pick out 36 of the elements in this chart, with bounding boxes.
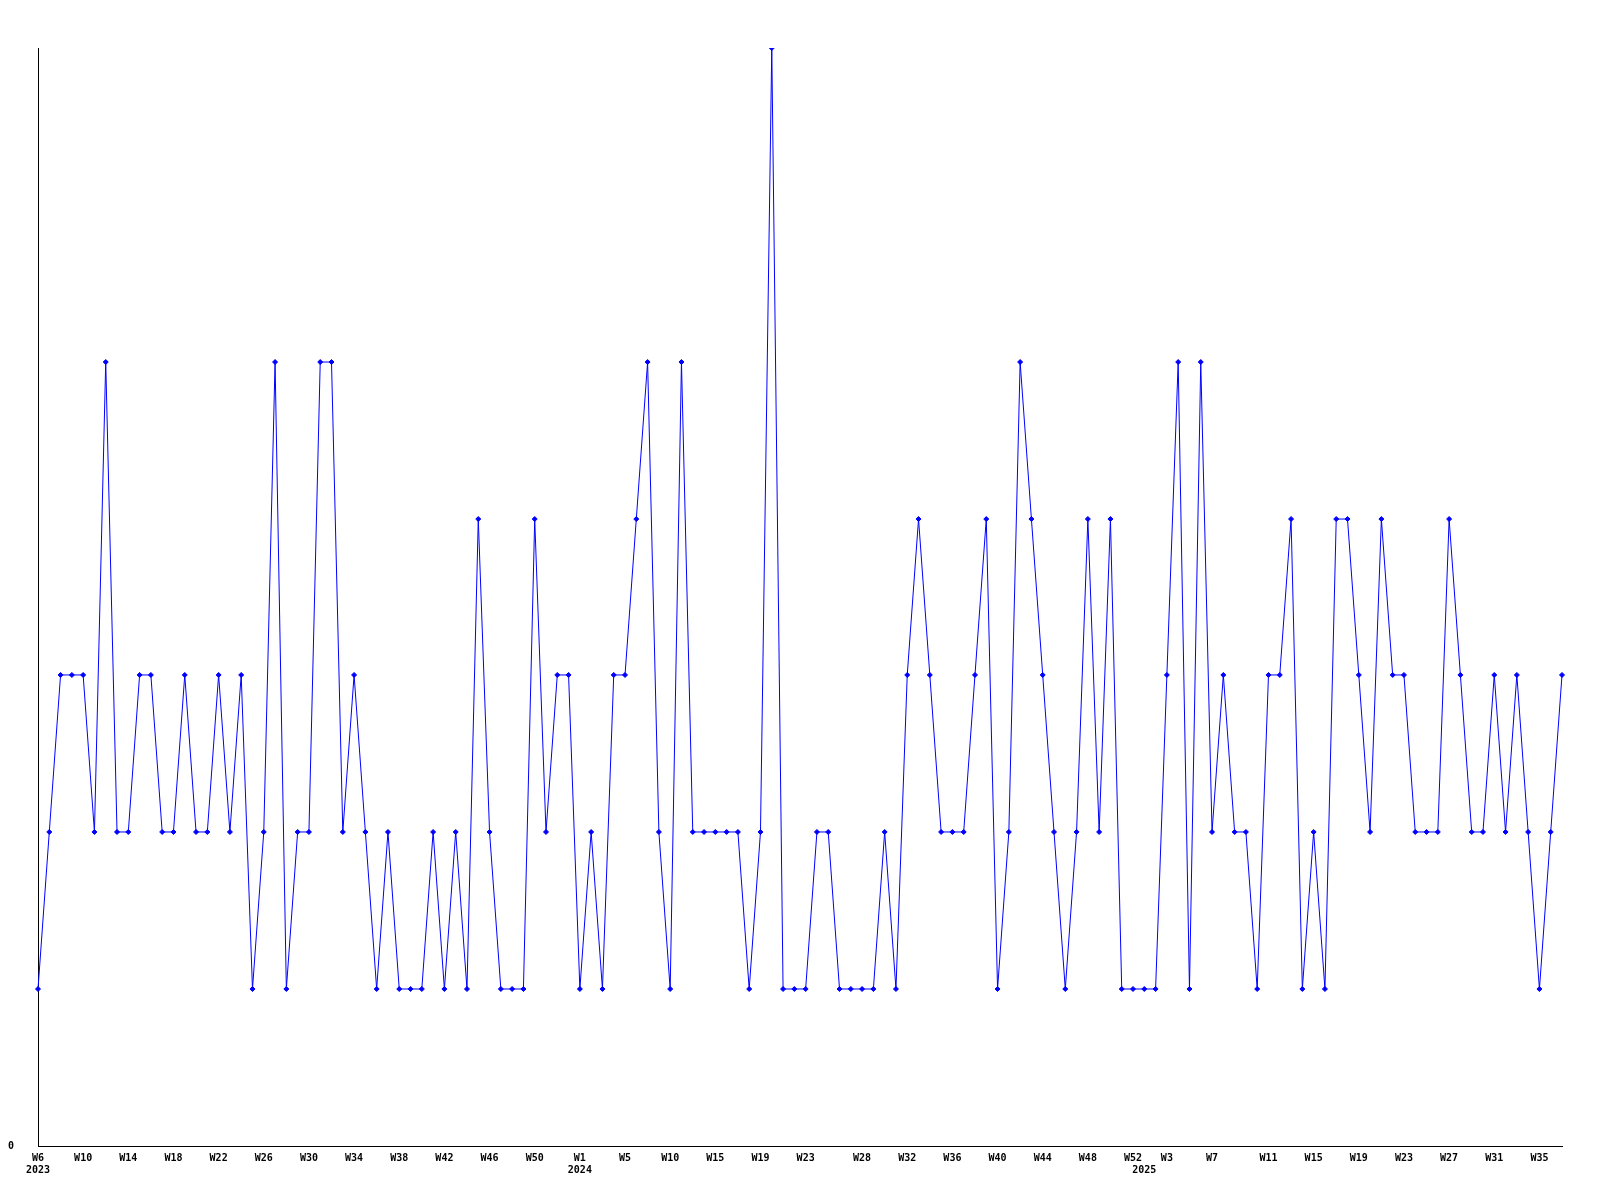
x-tick-label: W30 <box>299 1151 318 1163</box>
x-tick-label: W36 <box>943 1151 962 1163</box>
x-tick-label: W22 <box>209 1151 228 1163</box>
x-tick-label: W35 <box>1530 1151 1549 1163</box>
x-tick-label: W40 <box>988 1151 1007 1163</box>
x-tick-label: W15 <box>1304 1151 1323 1163</box>
x-tick-label: W31 <box>1485 1151 1504 1163</box>
x-tick-label: W1 2024 <box>567 1151 592 1175</box>
x-tick-label: W32 <box>898 1151 917 1163</box>
x-tick-label: W50 <box>525 1151 544 1163</box>
x-tick-label: W6 2023 <box>25 1151 51 1175</box>
x-tick-label: W19 <box>1349 1151 1368 1163</box>
x-tick-label: W52 <box>1123 1151 1143 1163</box>
x-tick-label: W48 <box>1078 1151 1097 1163</box>
x-tick-label: W34 <box>345 1151 364 1163</box>
x-tick-label: W42 <box>435 1151 454 1163</box>
x-tick-label: W27 <box>1440 1151 1459 1163</box>
x-tick-label: W10 <box>661 1151 680 1163</box>
x-tick-label: W15 <box>706 1151 725 1163</box>
x-tick-label: W44 <box>1033 1151 1052 1163</box>
x-tick-label: W11 <box>1259 1151 1278 1163</box>
x-tick-label: W23 <box>796 1151 815 1163</box>
x-tick-label: W14 <box>119 1151 138 1163</box>
x-tick-label: W5 <box>619 1151 632 1163</box>
x-tick-label: W28 <box>853 1151 872 1163</box>
x-tick-label: W10 <box>74 1151 93 1163</box>
x-tick-label: W23 <box>1394 1151 1413 1163</box>
x-tick-label: 2025 <box>1132 1163 1157 1175</box>
x-tick-label: W46 <box>480 1151 499 1163</box>
x-tick-label: W38 <box>390 1151 409 1163</box>
x-tick-label: W26 <box>254 1151 273 1163</box>
text: 0 <box>7 1139 14 1151</box>
x-tick-label: W3 <box>1160 1151 1173 1163</box>
x-tick-label: W19 <box>751 1151 770 1163</box>
x-tick-label: W18 <box>164 1151 183 1163</box>
x-tick-label: W7 <box>1206 1151 1219 1163</box>
